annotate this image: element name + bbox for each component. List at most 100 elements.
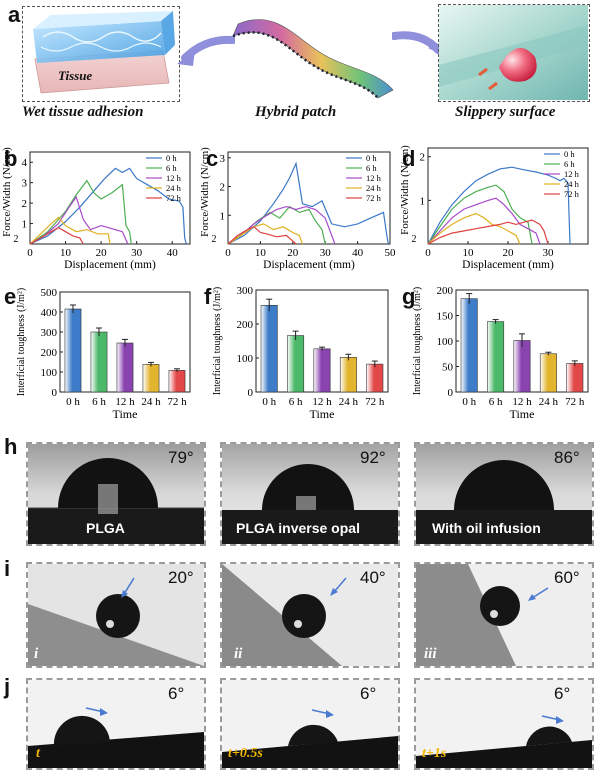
tilt-photo-20 — [26, 562, 206, 668]
series-line-72h — [427, 219, 549, 245]
bar-6h — [487, 321, 505, 393]
series-line-24h — [227, 223, 304, 245]
tilted-droplet-20 — [28, 564, 204, 666]
tissue-label: Tissue — [58, 68, 93, 83]
x-tick-label: 20 — [287, 247, 299, 259]
x-tick-label: 72 h — [167, 396, 187, 408]
slippery-surface-box — [438, 4, 590, 102]
slide-photo-t — [26, 678, 206, 770]
legend-label: 24 h — [366, 183, 382, 193]
x-axis-label: Time — [510, 407, 535, 421]
bar-72h — [366, 363, 384, 393]
x-tick-label: 12 h — [512, 396, 532, 408]
legend-label: 0 h — [366, 153, 377, 163]
x-tick-label: 30 — [543, 247, 555, 259]
series-line-24h — [427, 212, 521, 245]
label-time-t-0-5s: t+0.5s — [228, 746, 263, 761]
angle-h1: 79° — [168, 448, 194, 467]
y-axis-label: Force/Width (N/cm) — [399, 145, 411, 235]
x-tick-label: 0 — [27, 247, 33, 259]
x-tick-label: 6 h — [489, 396, 503, 408]
y-tick-label: 2 — [220, 182, 226, 194]
sliding-droplet-t-1s — [416, 680, 592, 768]
x-tick-label: 72 h — [365, 396, 385, 408]
chart-g: 0 50 100 150 200 0 h 6 h 12 h 24 h 72 h Time Interf… — [412, 285, 589, 421]
bar-24h — [339, 357, 357, 393]
panel-label-b: b — [4, 146, 18, 171]
series-line-24h — [29, 216, 111, 245]
x-axis-label: Time — [310, 407, 335, 421]
series-line-6h — [427, 184, 533, 245]
x-tick-label: 24 h — [339, 396, 359, 408]
slide-photo-t-0-5s — [220, 678, 400, 770]
bar-0h — [460, 298, 478, 393]
bar-12h — [313, 348, 331, 393]
wet-tissue-illustration — [33, 11, 175, 94]
y-tick-label: 0 — [52, 387, 58, 399]
bar-72h — [566, 363, 584, 393]
y-tick-label: 100 — [437, 336, 454, 348]
bar-12h — [513, 340, 531, 393]
chart-d: 0 10 20 30 1 2 2 Displacement (mm) Force/Width (… — [399, 145, 589, 271]
panel-label-a: a — [8, 2, 21, 27]
x-axis-label: Displacement (mm) — [64, 259, 156, 271]
x-tick-label: 20 — [503, 247, 515, 259]
bar-0h — [64, 308, 82, 393]
series-line-12h — [427, 197, 541, 245]
y-tick-label: 50 — [442, 362, 454, 374]
tilted-droplet-60 — [416, 564, 592, 666]
legend-label: 72 h — [166, 193, 182, 203]
x-tick-label: 40 — [352, 247, 364, 259]
x-tick-label: 50 — [385, 247, 397, 259]
y-axis-label: Interficial toughness (J/m²) — [212, 287, 223, 396]
y-tick-label: 1 — [22, 219, 28, 231]
y-tick-label: 3 — [220, 153, 226, 165]
x-tick-label: 72 h — [565, 396, 585, 408]
panel-label-c: c — [206, 146, 219, 171]
wet-tissue-box — [22, 6, 180, 102]
legend-label: 72 h — [366, 193, 382, 203]
legend-label: 6 h — [166, 163, 177, 173]
x-tick-label: 12 h — [312, 396, 332, 408]
droplet-image-inverse-opal — [222, 444, 398, 544]
series-line-6h — [29, 179, 132, 245]
y-axis-label: Interficial toughness (J/m²) — [16, 288, 27, 397]
angle-j3: 6° — [554, 684, 571, 703]
caption-hybrid-patch: Hybrid patch — [255, 104, 337, 120]
bar-0h — [260, 304, 278, 393]
x-tick-label: 0 h — [262, 396, 276, 408]
y-tick-label: 1 — [420, 195, 426, 207]
y-tick-label: 500 — [41, 287, 58, 299]
y-axis-extra-tick: 2 — [14, 234, 19, 245]
y-tick-label: 100 — [237, 353, 254, 365]
bar-6h — [90, 331, 108, 393]
panel-label-d: d — [402, 146, 416, 171]
y-axis-label: Force/Width (N/cm) — [199, 147, 211, 237]
bar-24h — [142, 364, 160, 393]
y-tick-label: 2 — [420, 152, 426, 164]
x-axis-label: Time — [113, 407, 138, 421]
x-tick-label: 30 — [131, 247, 143, 259]
x-axis-label: Displacement (mm) — [263, 259, 355, 271]
angle-i3: 60° — [554, 568, 580, 587]
bar-6h — [287, 335, 305, 393]
sliding-droplet-t-0-5s — [222, 680, 398, 768]
y-tick-label: 2 — [22, 198, 28, 210]
series-line-0h — [29, 167, 187, 245]
slide-photo-t-1s — [414, 678, 594, 770]
contact-angle-photo-inverse-opal — [220, 442, 400, 546]
x-tick-label: 0 — [425, 247, 431, 259]
y-tick-label: 300 — [237, 285, 254, 297]
droplet-image-plga — [28, 444, 204, 544]
legend-label: 0 h — [166, 153, 177, 163]
x-tick-label: 40 — [167, 247, 179, 259]
x-tick-label: 12 h — [115, 396, 135, 408]
x-tick-label: 0 — [225, 247, 231, 259]
y-tick-label: 1 — [220, 210, 226, 222]
bar-72h — [168, 370, 186, 393]
series-line-12h — [227, 205, 336, 245]
chart-f: 0 100 200 300 0 h 6 h 12 h 24 h 72 h Time Interfic… — [212, 285, 389, 421]
hybrid-patch-illustration — [232, 19, 394, 99]
angle-j2: 6° — [360, 684, 377, 703]
tilted-droplet-40 — [222, 564, 398, 666]
